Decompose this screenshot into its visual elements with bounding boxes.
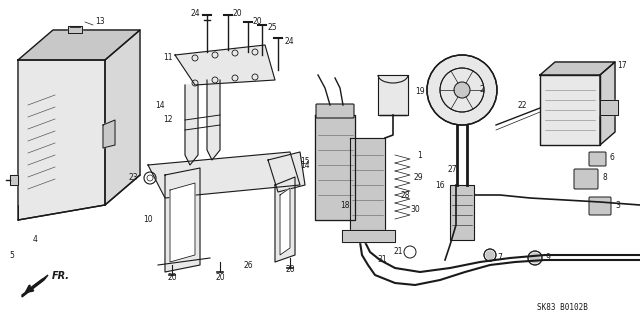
Text: 11: 11 xyxy=(163,53,173,62)
Polygon shape xyxy=(600,100,618,115)
FancyBboxPatch shape xyxy=(316,104,354,118)
Polygon shape xyxy=(165,168,200,272)
Text: 1: 1 xyxy=(418,151,422,160)
Text: 19: 19 xyxy=(415,87,425,97)
Text: 25: 25 xyxy=(267,24,277,33)
Polygon shape xyxy=(275,177,295,262)
Text: 17: 17 xyxy=(617,61,627,70)
Text: 3: 3 xyxy=(616,201,620,210)
Text: 5: 5 xyxy=(10,250,15,259)
Text: 20: 20 xyxy=(285,265,295,275)
Polygon shape xyxy=(105,30,140,205)
Text: 20: 20 xyxy=(215,273,225,283)
Polygon shape xyxy=(185,85,198,165)
Polygon shape xyxy=(68,26,82,33)
Text: 14: 14 xyxy=(300,160,310,169)
Polygon shape xyxy=(378,75,408,115)
Polygon shape xyxy=(175,45,275,85)
Circle shape xyxy=(454,82,470,98)
Text: 12: 12 xyxy=(163,115,173,124)
Text: 28: 28 xyxy=(400,190,410,199)
Polygon shape xyxy=(18,60,105,220)
Polygon shape xyxy=(18,30,140,60)
FancyBboxPatch shape xyxy=(574,169,598,189)
Polygon shape xyxy=(342,230,395,242)
Polygon shape xyxy=(148,152,300,198)
Text: 4: 4 xyxy=(33,235,37,244)
Polygon shape xyxy=(268,152,305,192)
Text: SK83 B0102B: SK83 B0102B xyxy=(536,303,588,313)
Text: 24: 24 xyxy=(284,38,294,47)
Polygon shape xyxy=(207,80,220,160)
Polygon shape xyxy=(315,115,355,220)
Text: 31: 31 xyxy=(377,256,387,264)
Text: FR.: FR. xyxy=(52,271,70,281)
Polygon shape xyxy=(350,138,385,230)
Text: 26: 26 xyxy=(243,261,253,270)
Text: 20: 20 xyxy=(252,18,262,26)
Text: 29: 29 xyxy=(413,174,423,182)
Polygon shape xyxy=(103,120,115,148)
Polygon shape xyxy=(280,188,290,255)
Polygon shape xyxy=(540,75,600,145)
Text: 22: 22 xyxy=(517,100,527,109)
Text: 23: 23 xyxy=(128,174,138,182)
Polygon shape xyxy=(540,62,615,75)
Text: 2: 2 xyxy=(479,85,484,94)
Text: 16: 16 xyxy=(435,181,445,189)
Text: 9: 9 xyxy=(545,254,550,263)
Text: 18: 18 xyxy=(340,201,349,210)
Polygon shape xyxy=(22,275,48,297)
Text: 7: 7 xyxy=(497,254,502,263)
Polygon shape xyxy=(170,183,195,262)
Text: 20: 20 xyxy=(232,10,242,19)
Text: 20: 20 xyxy=(167,273,177,283)
Polygon shape xyxy=(600,62,615,145)
Text: 30: 30 xyxy=(410,205,420,214)
Text: 21: 21 xyxy=(393,248,403,256)
Text: 14: 14 xyxy=(155,100,165,109)
Text: 6: 6 xyxy=(609,153,614,162)
Text: 15: 15 xyxy=(300,158,310,167)
Text: 10: 10 xyxy=(143,216,153,225)
FancyBboxPatch shape xyxy=(589,152,606,166)
Text: 13: 13 xyxy=(95,18,105,26)
Bar xyxy=(450,185,474,240)
Text: 27: 27 xyxy=(447,166,457,174)
Text: 24: 24 xyxy=(190,10,200,19)
Circle shape xyxy=(486,251,494,259)
FancyBboxPatch shape xyxy=(589,197,611,215)
Circle shape xyxy=(530,253,540,263)
Circle shape xyxy=(427,55,497,125)
Polygon shape xyxy=(10,175,18,185)
Text: 8: 8 xyxy=(603,174,607,182)
